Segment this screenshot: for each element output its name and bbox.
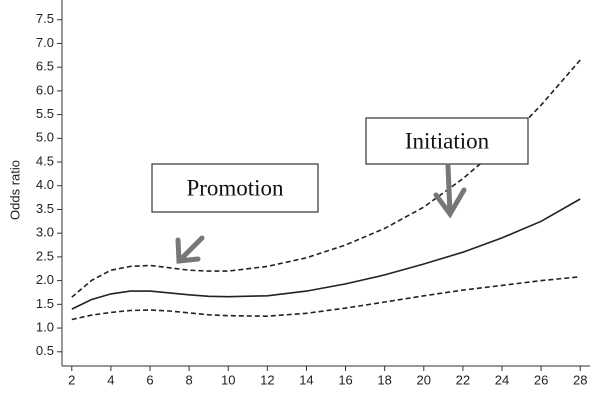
y-tick-label: 5.5 [36, 106, 54, 121]
y-tick-label: 3.5 [36, 201, 54, 216]
annotation-text: Initiation [405, 128, 490, 153]
x-tick-label: 20 [417, 372, 431, 387]
y-tick-label: 7.0 [36, 35, 54, 50]
annotation-box [365, 117, 529, 165]
x-tick-label: 6 [146, 372, 153, 387]
x-tick-label: 4 [107, 372, 114, 387]
y-tick-label: 0.5 [36, 343, 54, 358]
annotation-initiation: Initiation [365, 117, 529, 219]
y-tick-label: 2.0 [36, 272, 54, 287]
x-tick-label: 10 [221, 372, 235, 387]
x-tick-label: 14 [299, 372, 313, 387]
annotation-promotion: Promotion [151, 163, 319, 264]
y-tick-label: 1.0 [36, 319, 54, 334]
x-tick-label: 24 [495, 372, 509, 387]
y-tick-label: 6.0 [36, 82, 54, 97]
annotation-arrow [175, 235, 205, 264]
y-tick-label: 2.5 [36, 248, 54, 263]
x-tick-label: 28 [573, 372, 587, 387]
y-tick-label: 1.5 [36, 296, 54, 311]
x-tick-label: 12 [260, 372, 274, 387]
y-tick-label: 4.5 [36, 153, 54, 168]
y-tick-label: 3.0 [36, 225, 54, 240]
annotation-arrow [433, 163, 467, 219]
y-axis-label: Odds ratio [7, 160, 22, 220]
y-tick-label: 5.0 [36, 130, 54, 145]
x-tick-label: 18 [377, 372, 391, 387]
line-series [71, 276, 581, 321]
annotation-box [151, 163, 319, 213]
y-tick-label: 4.0 [36, 177, 54, 192]
x-tick-label: 22 [456, 372, 470, 387]
line-series [71, 59, 581, 298]
y-tick-label: 7.5 [36, 11, 54, 26]
line-series [71, 198, 581, 310]
annotation-text: Promotion [186, 175, 284, 200]
y-tick-label: 8.0 [36, 0, 54, 2]
x-tick-label: 26 [534, 372, 548, 387]
y-tick-label: 6.5 [36, 59, 54, 74]
x-tick-label: 16 [338, 372, 352, 387]
x-tick-label: 8 [185, 372, 192, 387]
x-tick-label: 2 [68, 372, 75, 387]
